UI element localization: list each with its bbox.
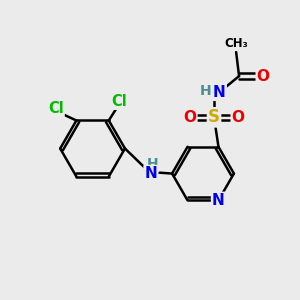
Text: O: O xyxy=(232,110,245,125)
Text: N: N xyxy=(212,193,225,208)
Text: CH₃: CH₃ xyxy=(224,38,248,50)
Text: H: H xyxy=(146,157,158,171)
Text: H: H xyxy=(200,84,212,98)
Text: O: O xyxy=(257,69,270,84)
Text: Cl: Cl xyxy=(48,101,64,116)
Text: O: O xyxy=(183,110,196,125)
Text: N: N xyxy=(145,166,157,181)
Text: Cl: Cl xyxy=(111,94,127,109)
Text: S: S xyxy=(208,108,220,126)
Text: N: N xyxy=(213,85,226,100)
